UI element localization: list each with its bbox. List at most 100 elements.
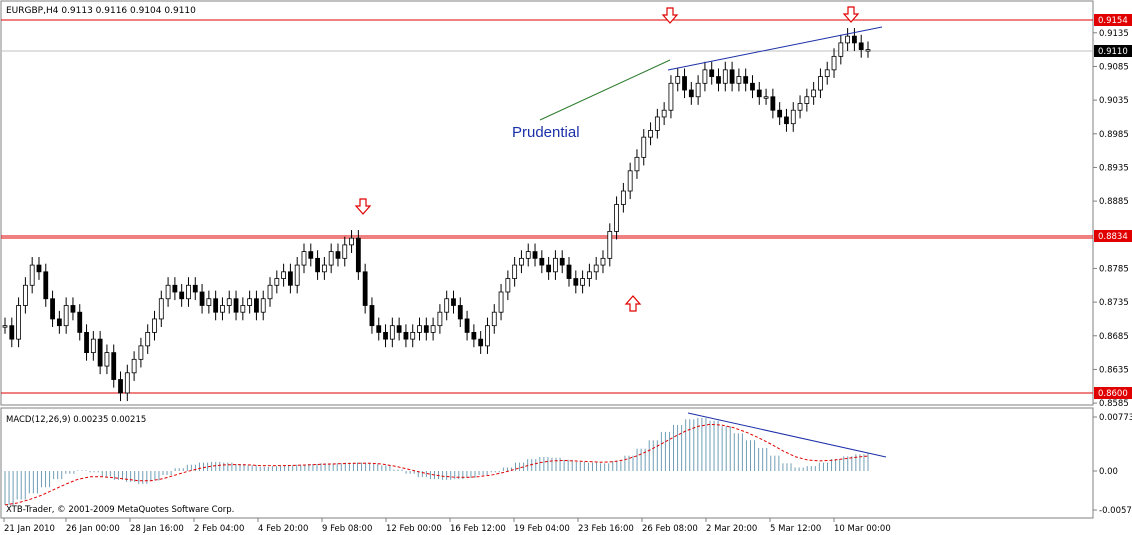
candle-body [335,251,341,259]
candle-body [790,109,796,125]
candlestick-series [2,28,871,402]
candle-body [756,89,762,98]
candle-body [233,298,239,313]
candle-body [152,318,157,333]
candle-body [29,264,35,286]
up-arrow-icon[interactable] [624,295,642,312]
down-arrow-icon[interactable] [842,6,860,23]
annotation-pointer-line[interactable] [539,59,671,121]
candle-body [423,325,429,333]
candle-body [505,278,511,293]
macd-label: MACD(12,26,9) 0.00235 0.00215 [6,415,146,425]
candle-body [315,257,320,273]
time-axis-label: 21 Jan 2010 [4,524,55,534]
candle-body [763,96,769,99]
candle-body [294,264,300,286]
candle-body [668,82,674,111]
candle-body [648,130,653,138]
candle-body [858,42,864,51]
time-axis-label: 10 Mar 00:00 [834,524,891,534]
candle-body [328,251,334,266]
candle-body [491,311,497,327]
price-axis-label: 0.8885 [1099,197,1129,207]
candle-body [63,305,69,327]
candle-body [512,264,518,279]
candle-body [770,96,776,111]
candle-body [593,264,599,273]
candle-body [410,332,416,340]
candle-body [559,257,565,266]
time-axis: 21 Jan 2010 26 Jan 00:00 28 Jan 16:00 2 Feb… [3,518,891,534]
chart-title: EURGBP,H4 0.9113 0.9116 0.9104 0.9110 [6,6,196,16]
time-axis-label: 26 Feb 08:00 [642,524,698,534]
candle-body [192,284,198,293]
candle-body [206,298,212,306]
price-axis-label: 0.8685 [1099,332,1129,342]
down-arrow-icon[interactable] [354,198,372,215]
candle-body [56,318,62,327]
candle-body [498,291,504,313]
candle-body [430,325,436,333]
candle-body [580,278,585,286]
price-panel-frame [0,0,1094,406]
resistance-trend-line[interactable] [667,26,883,71]
candle-body [199,291,205,306]
candle-body [77,311,83,333]
candle-body [240,305,246,313]
candle-body [308,251,314,259]
candle-body [682,76,687,91]
candle-body [824,69,830,77]
candle-body [614,204,619,232]
candle-body [124,372,130,394]
down-arrow-icon[interactable] [661,7,679,24]
candle-body [349,237,354,246]
level-lines[interactable] [1,19,1093,394]
price-axis-label: 0.8985 [1099,130,1129,140]
candle-body [118,379,123,394]
candle-body [97,338,103,367]
macd-divergence-line[interactable] [687,412,887,458]
candle-body [743,76,749,84]
candle-body [383,332,388,340]
candle-body [376,325,382,333]
candle-body [158,298,164,320]
candle-body [471,332,477,340]
candle-body [451,298,456,306]
candle-body [573,278,579,286]
candle-body [525,251,531,259]
candle-body [369,305,375,327]
price-axis-label: 0.9135 [1099,29,1129,39]
candle-body [777,109,783,118]
candle-body [220,305,225,313]
candle-body [179,291,185,300]
candle-body [70,305,76,313]
candle-body [478,338,484,347]
candle-body [818,76,823,91]
price-badge-current: 0.9110 [1094,45,1132,57]
candle-body [301,251,307,266]
candle-body [342,244,348,259]
copyright-text: XTB-Trader, © 2001-2009 MetaQuotes Softw… [6,505,234,515]
annotation-text[interactable]: Prudential [512,124,580,141]
candle-body [546,264,552,273]
macd-histogram [4,417,869,505]
candle-body [267,284,273,300]
candle-body [607,231,613,259]
candle-body [804,96,810,104]
candle-body [865,49,871,52]
candle-body [784,116,789,125]
time-axis-label: 4 Feb 20:00 [258,524,308,534]
macd-signal-line [4,423,869,506]
candle-body [457,305,463,320]
candle-body [362,271,368,306]
candle-body [709,69,715,77]
candle-body [145,332,151,347]
candle-body [437,311,443,327]
candle-body [485,325,490,347]
candle-body [553,257,558,273]
time-axis-label: 28 Jan 16:00 [130,524,184,534]
price-badge-level-top: 0.9154 [1094,14,1132,26]
svg-text:0.9110: 0.9110 [1098,47,1128,57]
candle-body [661,109,667,118]
